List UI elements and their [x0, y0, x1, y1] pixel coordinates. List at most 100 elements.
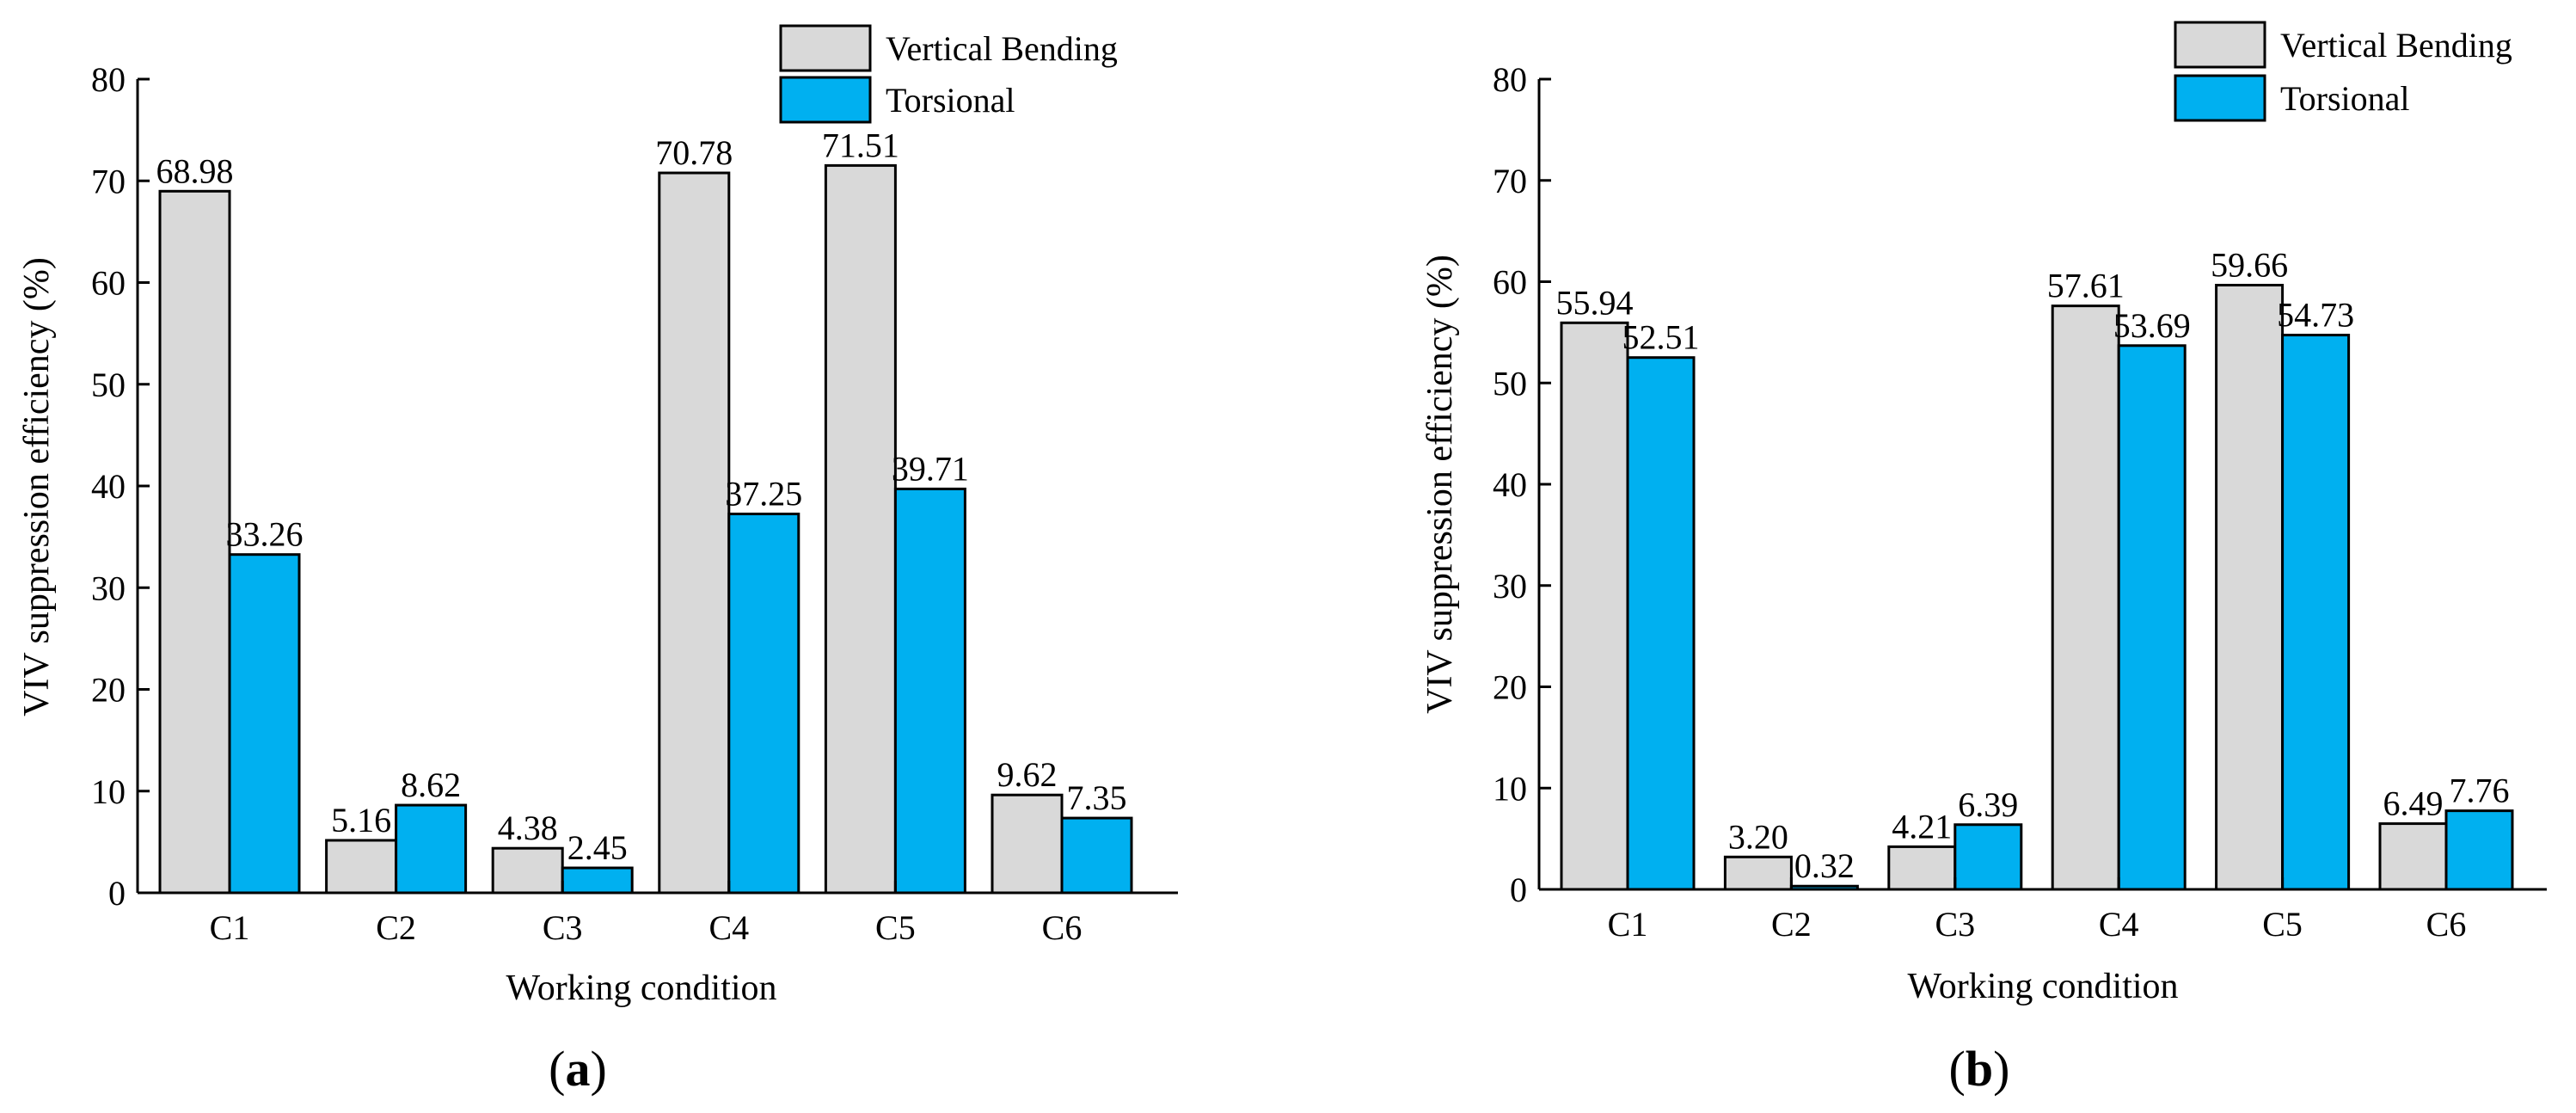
bar-a-c6-vertical-bending [991, 793, 1064, 895]
bar-b-c4-vertical-bending [2051, 304, 2120, 891]
panel-label-b-letter: b [1966, 1041, 1993, 1097]
chart-b-x-tick-label: C3 [1935, 905, 1975, 944]
chart-b-x-axis: C1 C2 C3 C4 C5 C6 [1539, 877, 2547, 944]
panel-label-b: (b) [1949, 1041, 2010, 1097]
legend-b-label-torsional: Torsional [2280, 79, 2410, 118]
bar-label-b-c4-vertical-bending: 57.61 [2047, 267, 2125, 305]
chart-b-x-tick-label: C5 [2262, 905, 2303, 944]
chart-a-y-tick-label: 20 [91, 671, 126, 710]
chart-b-y-axis: 0 10 20 30 40 50 60 70 80 [1493, 60, 1551, 909]
chart-b-x-tick-label: C2 [1771, 905, 1812, 944]
bar-a-c4-torsional [727, 513, 800, 895]
bar-label-b-c5-torsional: 54.73 [2277, 296, 2354, 335]
bar-b-c3-torsional [1953, 823, 2023, 891]
bar-label-b-c2-torsional: 0.32 [1794, 846, 1855, 885]
chart-a-x-tick-label: C4 [708, 908, 749, 947]
chart-a-y-tick-label: 10 [91, 772, 126, 811]
chart-a-bar-labels: 68.98 33.26 5.16 8.62 4.382.45 70.78 37.25 71.5… [156, 126, 1127, 867]
bar-label-b-c6-vertical-bending: 6.49 [2383, 784, 2444, 823]
bar-a-c2-torsional [395, 803, 468, 895]
chart-a-x-axis-title: Working condition [506, 968, 776, 1008]
chart-a-x-tick-label: C5 [875, 908, 916, 947]
bar-label-a-c4-vertical-bending: 70.78 [655, 133, 733, 172]
bar-a-c5-torsional [893, 487, 966, 895]
bar-label-b-c1-torsional: 52.51 [1622, 318, 1700, 357]
bar-label-a-c3-torsional: 2.45 [567, 828, 628, 867]
chart-a-x-tick-label: C2 [376, 908, 416, 947]
bar-label-a-c3-vertical-bending: 4.38 [498, 809, 558, 847]
chart-b-y-tick-label: 60 [1493, 263, 1527, 302]
bar-label-a-c5-torsional: 39.71 [892, 449, 969, 488]
bar-label-a-c2-vertical-bending: 5.16 [331, 801, 391, 839]
bar-b-c1-vertical-bending [1560, 321, 1629, 891]
chart-a-y-tick-label: 50 [91, 366, 126, 404]
bar-b-c3-vertical-bending [1887, 845, 1957, 891]
bar-label-a-c5-vertical-bending: 71.51 [822, 126, 899, 164]
legend-b-label-vertical-bending: Vertical Bending [2280, 26, 2512, 65]
chart-a-y-tick-label: 80 [91, 60, 126, 99]
chart-a-legend: Vertical Bending Torsional [779, 24, 1118, 124]
chart-b-x-tick-label: C1 [1608, 905, 1648, 944]
chart-b-y-tick-label: 70 [1493, 162, 1527, 200]
bar-label-b-c1-vertical-bending: 55.94 [1556, 283, 1634, 322]
bar-label-b-c4-torsional: 53.69 [2113, 306, 2191, 345]
chart-b-x-axis-title: Working condition [1907, 967, 2178, 1006]
chart-a-x-tick-label: C1 [210, 908, 250, 947]
chart-b-y-tick-label: 20 [1493, 668, 1527, 707]
bar-a-c6-torsional [1060, 816, 1133, 895]
bar-label-b-c2-vertical-bending: 3.20 [1728, 817, 1788, 856]
chart-b-x-tick-label: C6 [2426, 905, 2467, 944]
chart-panel-a: 68.98 33.26 5.16 8.62 4.382.45 70.78 37.25 71.5… [17, 24, 1178, 1097]
chart-b-y-tick-label: 0 [1510, 870, 1527, 909]
bar-label-a-c6-torsional: 7.35 [1067, 778, 1127, 817]
chart-a-y-tick-label: 70 [91, 162, 126, 200]
legend-a-label-torsional: Torsional [886, 81, 1015, 120]
legend-a-swatch-vertical-bending [779, 24, 872, 72]
legend-b-swatch-vertical-bending [2174, 21, 2266, 69]
bar-label-a-c4-torsional: 37.25 [725, 475, 802, 513]
legend-b-swatch-torsional [2174, 74, 2266, 122]
chart-b-y-tick-label: 50 [1493, 364, 1527, 403]
bar-label-b-c5-vertical-bending: 59.66 [2211, 246, 2288, 285]
bar-label-a-c1-torsional: 33.26 [226, 515, 304, 554]
bar-label-b-c3-vertical-bending: 4.21 [1892, 807, 1952, 846]
chart-b-y-tick-label: 80 [1493, 60, 1527, 99]
chart-a-y-tick-label: 60 [91, 264, 126, 303]
bar-label-b-c3-torsional: 6.39 [1958, 785, 2018, 824]
chart-a-x-tick-label: C6 [1042, 908, 1083, 947]
chart-b-y-tick-label: 30 [1493, 567, 1527, 606]
bar-b-c6-torsional [2444, 809, 2514, 891]
chart-a-y-tick-label: 0 [108, 874, 126, 913]
chart-a-y-axis: 0 10 20 30 40 50 60 70 80 [91, 60, 150, 913]
bar-a-c3-torsional [561, 866, 634, 895]
bar-a-c4-vertical-bending [658, 171, 731, 895]
bar-b-c5-torsional [2281, 334, 2351, 891]
legend-a-label-vertical-bending: Vertical Bending [886, 29, 1118, 68]
chart-a-y-tick-label: 40 [91, 467, 126, 506]
bar-b-c4-torsional [2117, 344, 2187, 891]
bar-a-c3-vertical-bending [491, 846, 564, 895]
chart-a-bars [158, 163, 1133, 895]
bar-a-c1-vertical-bending [158, 189, 231, 895]
bar-b-c2-vertical-bending [1723, 855, 1793, 891]
chart-a-y-axis-title: VIV suppression efficiency (%) [17, 257, 57, 716]
bar-label-b-c6-torsional: 7.76 [2450, 772, 2510, 810]
legend-a-swatch-torsional [779, 76, 872, 124]
chart-a-x-tick-label: C3 [543, 908, 583, 947]
bar-label-a-c1-vertical-bending: 68.98 [156, 151, 234, 190]
bar-b-c1-torsional [1626, 356, 1696, 891]
bar-b-c6-vertical-bending [2378, 822, 2448, 891]
chart-b-y-tick-label: 40 [1493, 465, 1527, 504]
panel-label-a: (a) [549, 1041, 607, 1097]
chart-a-y-tick-label: 30 [91, 569, 126, 607]
panel-label-a-letter: a [566, 1041, 591, 1097]
chart-b-y-axis-title: VIV suppression efficiency (%) [1420, 255, 1460, 714]
chart-b-x-tick-label: C4 [2099, 905, 2139, 944]
bar-label-a-c2-torsional: 8.62 [401, 766, 461, 804]
bar-a-c1-torsional [228, 553, 301, 895]
chart-a-x-axis: C1 C2 C3 C4 C5 C6 [138, 881, 1178, 947]
bar-label-a-c6-vertical-bending: 9.62 [997, 755, 1058, 794]
